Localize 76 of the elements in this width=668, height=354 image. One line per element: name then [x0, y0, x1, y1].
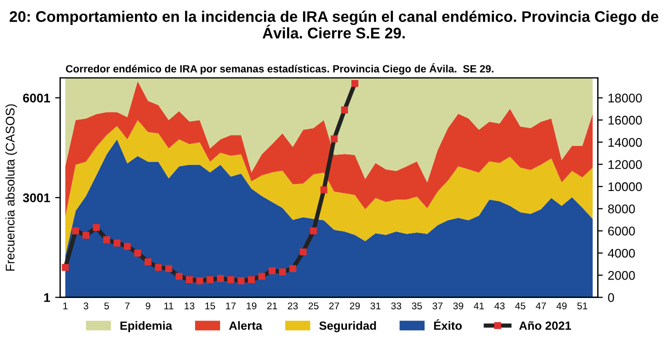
point: [268, 267, 276, 274]
point: [278, 268, 286, 276]
y2-tick-label: 2000: [608, 270, 635, 280]
x-tick-label: 25: [308, 302, 318, 310]
point: [154, 264, 162, 271]
y2-tick-label: 8000: [608, 204, 635, 214]
point: [227, 276, 234, 284]
x-tick-label: 19: [246, 302, 256, 310]
point: [341, 106, 348, 114]
legend-label: Epidemia: [120, 321, 172, 332]
x-tick-label: 37: [432, 302, 442, 310]
point: [186, 276, 193, 284]
legend-label: Seguridad: [319, 321, 376, 332]
point: [351, 80, 358, 87]
x-tick-label: 41: [474, 302, 484, 310]
point: [206, 276, 214, 284]
x-tick-label: 29: [350, 302, 360, 310]
point: [72, 227, 80, 234]
x-tick-label: 13: [184, 302, 194, 310]
point: [300, 248, 307, 256]
point: [258, 272, 266, 280]
y2-tick-label: 14000: [608, 138, 642, 147]
x-tick-label: 51: [577, 302, 588, 310]
x-tick-label: 45: [515, 302, 526, 310]
x-tick-label: 49: [556, 302, 567, 310]
x-tick-label: 31: [370, 302, 380, 310]
x-tick-label: 35: [412, 302, 422, 310]
point: [320, 186, 328, 194]
legend-label: Alerta: [229, 321, 262, 330]
point: [330, 135, 338, 142]
y2-tick-label: 4000: [608, 248, 635, 258]
x-tick-label: 21: [267, 302, 278, 310]
x-tick-label: 27: [329, 302, 340, 310]
y2-tick-label: 0: [608, 293, 614, 302]
x-tick-label: 17: [226, 302, 236, 310]
point: [216, 275, 224, 282]
point: [238, 277, 245, 284]
x-tick-label: 23: [288, 302, 298, 310]
point: [124, 242, 131, 250]
x-tick-label: 43: [494, 302, 505, 310]
x-tick-label: 1: [63, 302, 68, 310]
x-tick-label: 5: [104, 302, 109, 310]
x-tick-label: 33: [391, 302, 402, 310]
point: [176, 272, 183, 280]
point: [310, 227, 317, 234]
point: [196, 277, 204, 284]
legend-label: Éxito: [434, 319, 462, 330]
point: [134, 250, 142, 256]
y-tick-label: 1: [44, 293, 50, 302]
y-tick-label: 3001: [22, 193, 50, 202]
x-tick-label: 15: [205, 302, 216, 310]
x-tick-label: 3: [84, 302, 88, 310]
chart-title: 20: Comportamiento en la incidencia de IRA según el canal endémico. Provincia Ciego de Ávila. Cierre S.E 29.: [10, 10, 658, 38]
point: [165, 265, 172, 272]
x-tick-label: 11: [164, 302, 174, 310]
point: [92, 224, 100, 231]
y2-tick-label: 6000: [608, 226, 635, 236]
x-tick-label: 39: [453, 302, 464, 310]
point: [114, 240, 120, 247]
y-axis-title: Frecuencia absoluta (CASOS): [5, 104, 18, 271]
point: [82, 232, 90, 239]
point: [103, 236, 110, 244]
y2-tick-label: 16000: [608, 116, 642, 125]
point: [248, 276, 255, 284]
y2-tick-label: 12000: [608, 160, 642, 169]
y2-tick-label: 10000: [608, 182, 642, 192]
x-tick-label: 9: [146, 302, 150, 310]
point: [144, 258, 152, 266]
legend-label: Año 2021: [519, 321, 572, 330]
x-tick-label: 47: [536, 302, 546, 310]
y2-tick-label: 18000: [608, 94, 642, 102]
y-tick-label: 6001: [23, 94, 50, 102]
x-tick-label: 7: [125, 302, 130, 310]
point: [62, 264, 69, 271]
point: [289, 265, 296, 272]
chart-subtitle: Corredor endémico de IRA por semanas estadísticas. Provincia Ciego de Ávila. SE 29.: [66, 63, 494, 75]
